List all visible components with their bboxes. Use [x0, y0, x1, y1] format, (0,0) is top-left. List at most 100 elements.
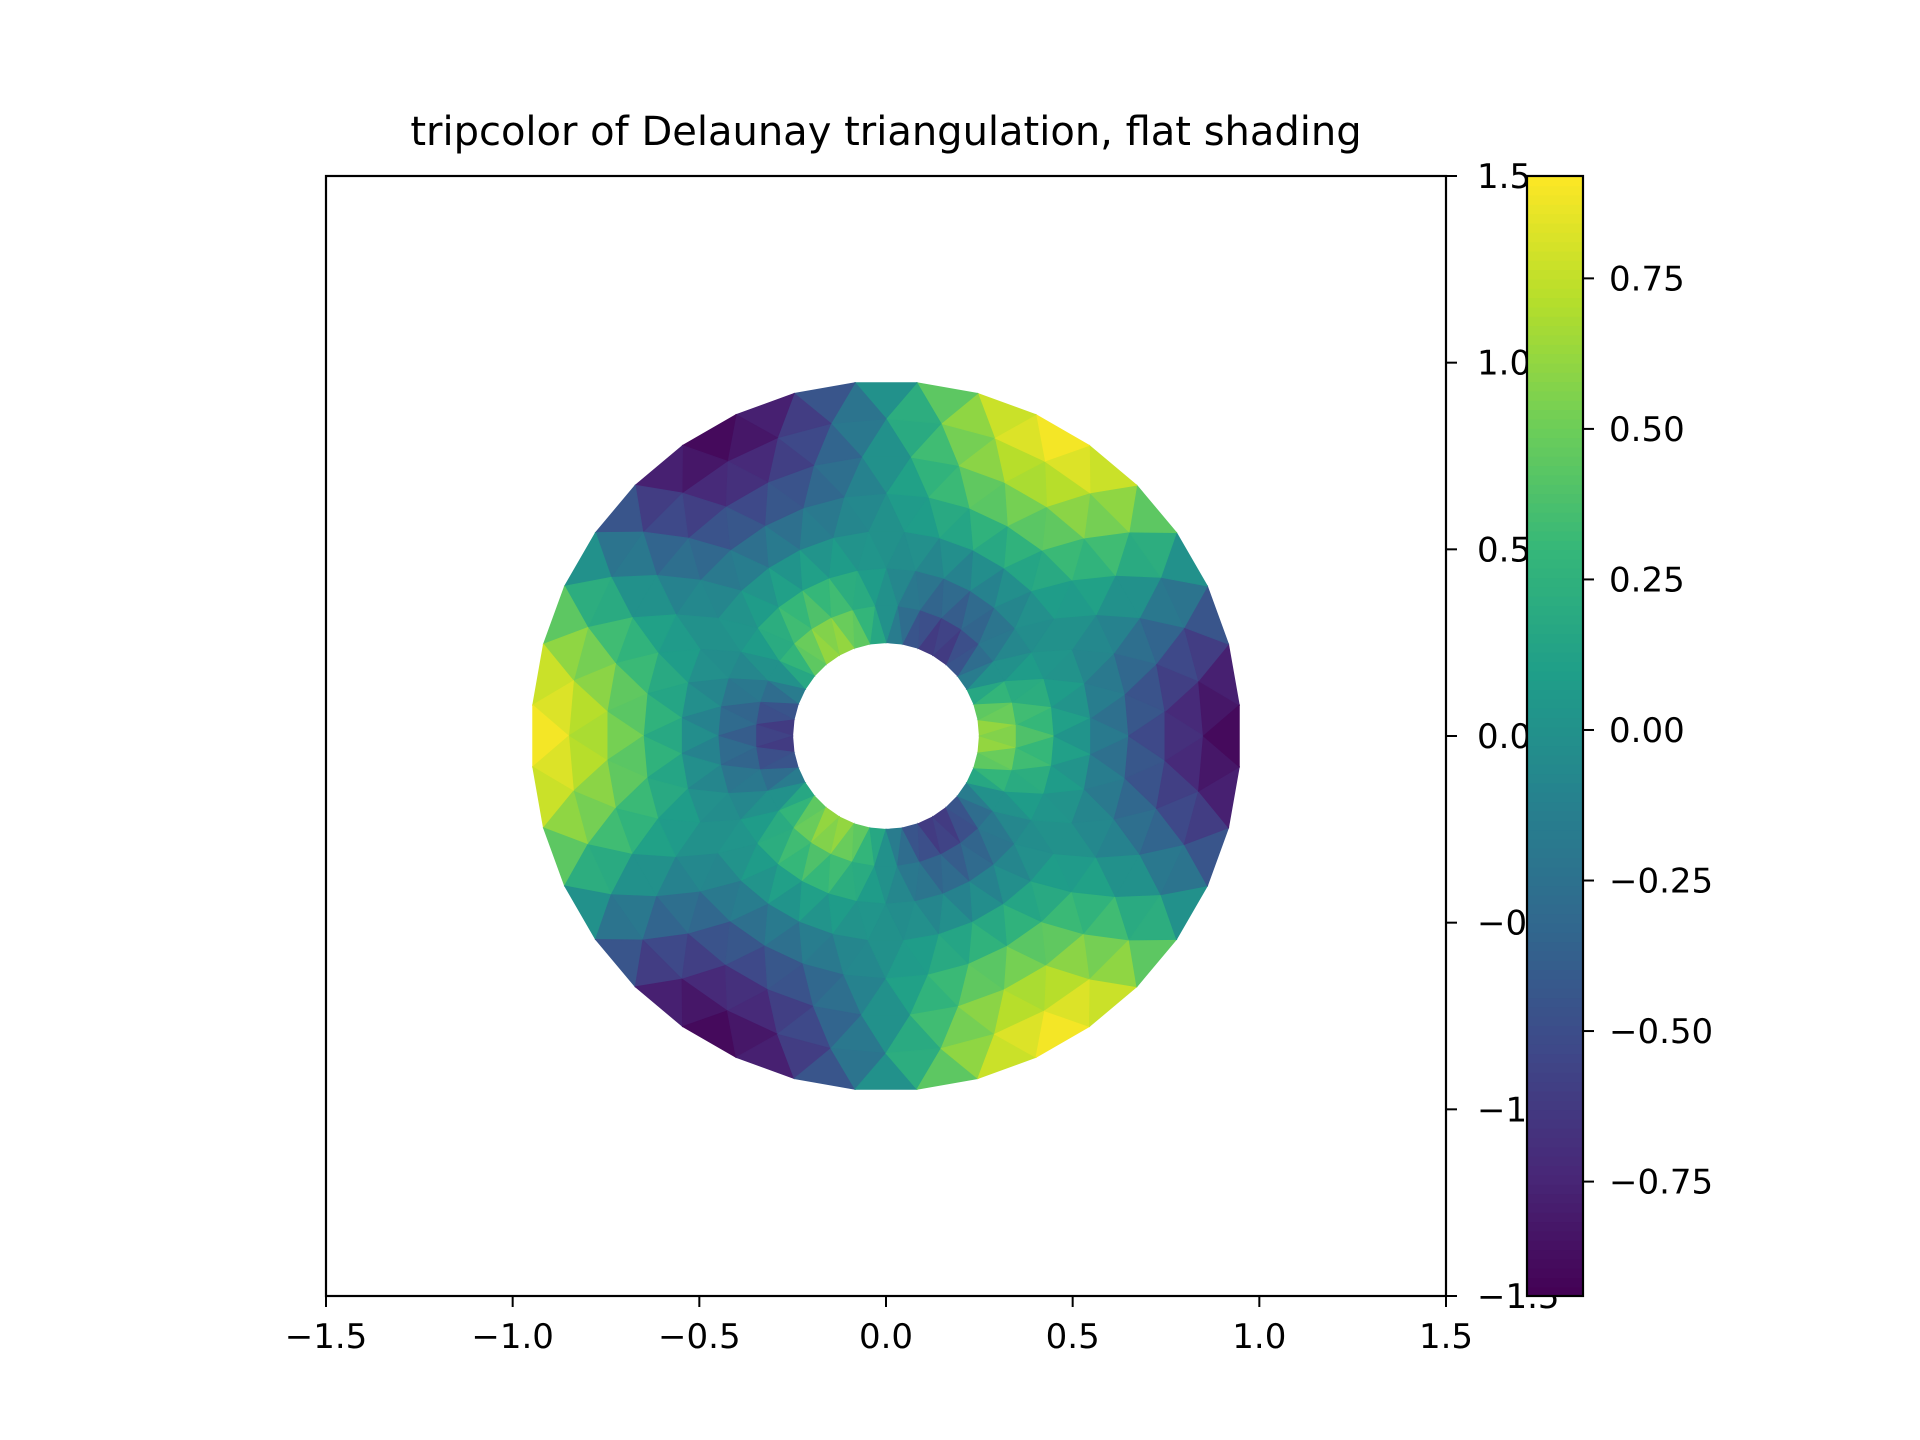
x-tick-label: 0.5 — [1046, 1317, 1100, 1357]
colorbar-segment — [1527, 633, 1583, 644]
colorbar-segment — [1527, 1156, 1583, 1167]
colorbar-segment — [1527, 362, 1583, 373]
colorbar-tick-label: −0.50 — [1609, 1012, 1713, 1052]
colorbar-segment — [1527, 204, 1583, 215]
colorbar-segment — [1527, 381, 1583, 392]
colorbar-segment — [1527, 297, 1583, 308]
triangle-mesh — [531, 381, 1241, 1091]
colorbar-segment — [1527, 689, 1583, 700]
colorbar-segment — [1527, 278, 1583, 289]
colorbar-segment — [1527, 642, 1583, 653]
colorbar-segment — [1527, 661, 1583, 672]
colorbar-segment — [1527, 1118, 1583, 1129]
mesh-triangle — [594, 484, 644, 533]
colorbar-segment — [1527, 754, 1583, 765]
colorbar-segment — [1527, 185, 1583, 196]
colorbar-segment — [1527, 484, 1583, 495]
colorbar-segment — [1527, 1016, 1583, 1027]
colorbar-segment — [1527, 1090, 1583, 1101]
colorbar-segment — [1527, 745, 1583, 756]
x-axis: −1.5 −1.0 −0.5 0.0 0.5 1.0 1.5 — [285, 1296, 1473, 1357]
colorbar-segment — [1527, 969, 1583, 980]
colorbar-segment — [1527, 708, 1583, 719]
colorbar-segment — [1527, 456, 1583, 467]
x-tick-label: 0.0 — [859, 1317, 913, 1357]
colorbar-segment — [1527, 418, 1583, 429]
colorbar-segment — [1527, 493, 1583, 504]
colorbar-segment — [1527, 530, 1583, 541]
axes-frame — [324, 174, 1448, 1298]
colorbar-segment — [1527, 829, 1583, 840]
mesh-triangle — [1090, 717, 1130, 755]
mesh-triangle — [634, 444, 683, 494]
colorbar-segment — [1527, 232, 1583, 243]
colorbar-segment — [1527, 1286, 1583, 1297]
colorbar-segment — [1527, 988, 1583, 999]
mesh-triangle — [1202, 704, 1240, 768]
colorbar-segment — [1527, 1034, 1583, 1045]
y-tick-label: 1.0 — [1477, 344, 1531, 384]
colorbar-segment — [1527, 465, 1583, 476]
colorbar-segment — [1527, 605, 1583, 616]
colorbar-segment — [1527, 698, 1583, 709]
colorbar-segment — [1527, 306, 1583, 317]
mesh-triangle — [594, 939, 644, 988]
colorbar-segment — [1527, 1165, 1583, 1176]
colorbar-segment — [1527, 614, 1583, 625]
colorbar-segment — [1527, 1230, 1583, 1241]
colorbar-segment — [1527, 1081, 1583, 1092]
colorbar-segment — [1527, 1268, 1583, 1279]
colorbar-segment — [1527, 1137, 1583, 1148]
colorbar-segment — [1527, 1202, 1583, 1213]
colorbar-segment — [1527, 1277, 1583, 1288]
colorbar-frame — [1525, 174, 1585, 1298]
mesh-triangle — [634, 978, 683, 1028]
colorbar-axis: −0.75 −0.50 −0.25 0.00 0.25 0.50 0.75 — [1583, 259, 1713, 1203]
colorbar-segment — [1527, 736, 1583, 747]
x-tick-label: −0.5 — [658, 1317, 741, 1357]
colorbar-segment — [1527, 680, 1583, 691]
colorbar-segment — [1527, 1212, 1583, 1223]
colorbar — [1525, 174, 1585, 1298]
colorbar-segment — [1527, 474, 1583, 485]
colorbar-segment — [1527, 876, 1583, 887]
colorbar-tick-label: 0.00 — [1609, 711, 1685, 751]
colorbar-segment — [1527, 1249, 1583, 1260]
colorbar-segment — [1527, 288, 1583, 299]
colorbar-segment — [1527, 334, 1583, 345]
colorbar-segment — [1527, 1184, 1583, 1195]
colorbar-segment — [1527, 512, 1583, 523]
colorbar-segment — [1527, 792, 1583, 803]
colorbar-segment — [1527, 820, 1583, 831]
colorbar-segment — [1527, 316, 1583, 327]
colorbar-segment — [1527, 241, 1583, 252]
colorbar-segment — [1527, 176, 1583, 187]
mesh-triangle — [1128, 939, 1178, 988]
y-tick-label: 0.5 — [1477, 530, 1531, 570]
colorbar-segment — [1527, 782, 1583, 793]
colorbar-segment — [1527, 726, 1583, 737]
colorbar-segment — [1527, 978, 1583, 989]
colorbar-segment — [1527, 260, 1583, 271]
mesh-triangle — [1089, 444, 1138, 494]
colorbar-segment — [1527, 932, 1583, 943]
colorbar-segment — [1527, 344, 1583, 355]
colorbar-segment — [1527, 848, 1583, 859]
colorbar-segment — [1527, 1044, 1583, 1055]
colorbar-tick-label: 0.50 — [1609, 410, 1685, 450]
mesh-triangle — [1015, 724, 1056, 748]
colorbar-segment — [1527, 194, 1583, 205]
colorbar-segment — [1527, 1006, 1583, 1017]
colorbar-segment — [1527, 428, 1583, 439]
colorbar-segment — [1527, 250, 1583, 261]
colorbar-segment — [1527, 1062, 1583, 1073]
colorbar-segment — [1527, 325, 1583, 336]
colorbar-segment — [1527, 269, 1583, 280]
x-tick-label: −1.0 — [471, 1317, 554, 1357]
colorbar-segment — [1527, 521, 1583, 532]
mesh-triangle — [1089, 978, 1138, 1028]
colorbar-segment — [1527, 773, 1583, 784]
colorbar-tick-label: 0.75 — [1609, 259, 1685, 299]
colorbar-segment — [1527, 213, 1583, 224]
colorbar-segment — [1527, 913, 1583, 924]
